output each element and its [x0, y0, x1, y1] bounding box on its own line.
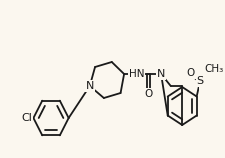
- Text: HN: HN: [128, 69, 144, 79]
- Text: S: S: [196, 76, 203, 85]
- Text: O: O: [144, 89, 152, 99]
- Text: CH₃: CH₃: [204, 64, 223, 75]
- Text: N: N: [85, 81, 94, 91]
- Text: N: N: [156, 69, 164, 79]
- Text: O: O: [186, 67, 194, 78]
- Text: O: O: [205, 67, 213, 78]
- Text: Cl: Cl: [21, 113, 32, 123]
